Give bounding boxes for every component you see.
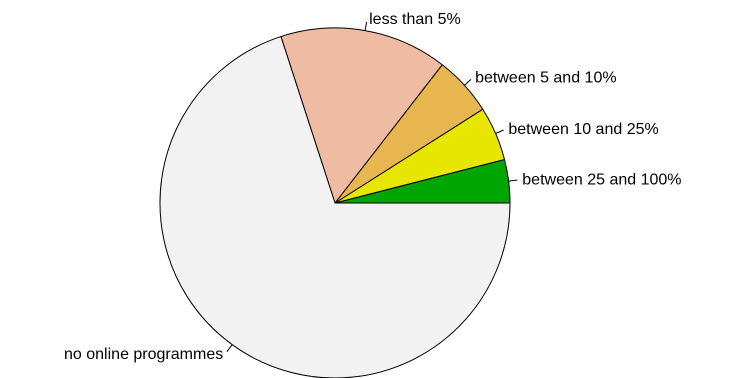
leader-line-no-online-programmes — [226, 344, 233, 352]
slice-label-between-10-and-25: between 10 and 25% — [508, 121, 658, 138]
label-leader-lines — [226, 21, 518, 352]
slice-labels: between 25 and 100% between 10 and 25% bet… — [64, 11, 682, 363]
leader-line-between-10-and-25 — [495, 129, 504, 134]
slice-label-less-than-5: less than 5% — [369, 11, 461, 28]
leader-line-between-25-and-100 — [508, 179, 518, 182]
slice-label-no-online-programmes: no online programmes — [64, 346, 223, 363]
slice-label-between-25-and-100: between 25 and 100% — [522, 172, 681, 189]
slice-label-between-5-and-10: between 5 and 10% — [475, 69, 616, 86]
leader-line-between-5-and-10 — [464, 78, 472, 86]
leader-line-less-than-5 — [364, 21, 368, 31]
pie-slices — [159, 27, 511, 378]
